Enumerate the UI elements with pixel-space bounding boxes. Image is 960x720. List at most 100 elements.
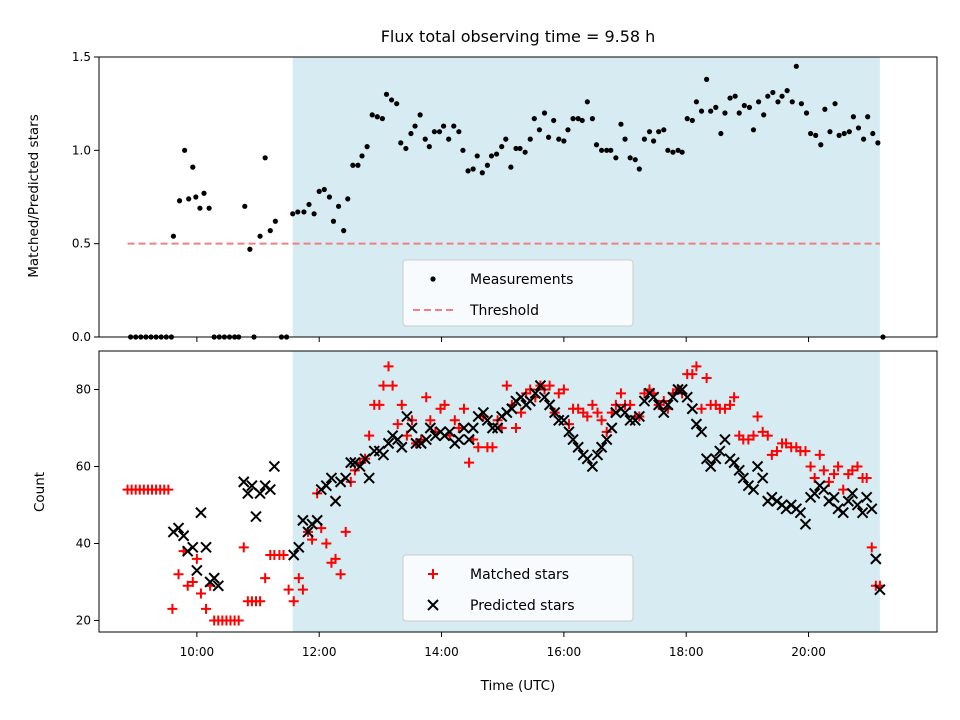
matched-star-marker [449,415,460,426]
measurement-point [718,130,724,137]
measurement-point [613,155,619,161]
legend-dot [430,276,436,282]
predicted-star-marker [751,460,764,473]
legend: Matched stars Predicted stars [402,554,634,622]
matched-star-marker [553,388,564,399]
measurement-point [262,155,268,161]
measurement-point [789,99,795,105]
matched-star-marker [762,430,773,441]
matched-star-marker [374,399,385,410]
matched-star-marker [396,399,407,410]
predicted-star-marker [837,506,849,519]
matched-star-marker [719,403,730,414]
measurement-point [755,99,762,105]
matched-star-marker [167,603,178,614]
predicted-star-marker [377,449,390,461]
measurement-point [693,99,700,105]
predicted-star-marker [652,399,665,411]
measurement-point [545,134,552,140]
predicted-star-marker [345,456,357,469]
matched-star-marker [293,573,304,584]
predicted-star-marker [477,406,490,419]
predicted-star-marker [354,460,366,473]
predicted-star-marker [329,495,342,507]
bottom-panel: 20 40 60 80 10:00 12:00 14:00 16:00 18:00 20:00 Ma… [76,350,938,659]
predicted-star-marker [359,453,371,465]
matched-star-marker [829,469,840,480]
matched-star-marker [473,442,484,453]
measurement-point [793,63,799,69]
measurement-point [242,203,248,209]
predicted-star-marker [368,445,380,457]
measurement-point [708,108,714,114]
measurement-point [451,123,457,129]
measurement-point [193,194,199,200]
measurement-point [784,88,790,94]
measurement-point [579,117,585,124]
measurement-point [775,99,781,105]
measurement-point [470,166,476,172]
measurement-point [713,104,719,110]
measurement-point [412,123,418,129]
matched-star-marker [163,484,174,495]
predicted-star-marker [297,514,309,527]
measurement-point [474,153,480,159]
measurement-point [440,123,447,129]
series-predicted-stars [167,379,886,596]
y-tick-label: 40 [76,536,91,550]
matched-star-marker [852,461,863,472]
predicted-star-marker [491,422,504,434]
measurement-point [818,142,824,148]
measurement-point [272,218,278,224]
measurement-point [359,153,365,159]
predicted-star-marker [506,403,518,415]
measurement-point [206,205,212,211]
measurement-point [257,233,263,239]
predicted-star-marker [515,391,527,403]
matched-star-marker [255,596,266,607]
predicted-star-marker [714,445,726,457]
measurement-point [822,106,828,112]
matched-star-marker [771,446,782,457]
measurement-point [604,147,610,153]
measurement-point [627,155,633,161]
predicted-star-marker [325,472,338,484]
measurement-point [493,151,500,157]
measurement-point [551,117,557,124]
measurement-point [589,116,596,122]
measurement-point [855,125,862,131]
measurement-point [541,110,548,116]
legend-cross [427,599,439,611]
matched-star-marker [582,411,593,422]
measurement-point [841,130,847,137]
predicted-star-marker [695,426,708,438]
predicted-star-marker [704,460,717,473]
matched-star-marker [544,380,555,391]
measurement-point [850,114,857,120]
measurement-point [446,136,452,142]
predicted-star-marker [860,491,873,503]
predicted-star-marker [553,414,565,426]
measurement-point [267,228,273,234]
matched-star-marker [752,411,763,422]
measurement-point [750,127,757,133]
top-y-axis-label: Matched/Predicted stars [26,114,42,277]
predicted-star-marker [667,391,679,403]
legend-label: Measurements [470,272,573,288]
predicted-star-marker [606,422,618,434]
measurement-point [527,136,533,142]
matched-star-marker [725,399,736,410]
predicted-star-marker [638,395,651,407]
y-tick-label: 60 [76,459,91,473]
predicted-star-marker [420,433,432,446]
legend-label: Threshold [469,303,539,319]
measurement-point [388,97,395,103]
measurement-point [722,110,728,116]
matched-star-marker [687,369,698,380]
matched-star-marker [187,576,198,587]
predicted-star-marker [808,487,821,500]
measurement-point [341,228,347,234]
predicted-star-marker [187,541,199,554]
matched-star-marker [501,380,512,391]
measurement-point [570,116,576,122]
